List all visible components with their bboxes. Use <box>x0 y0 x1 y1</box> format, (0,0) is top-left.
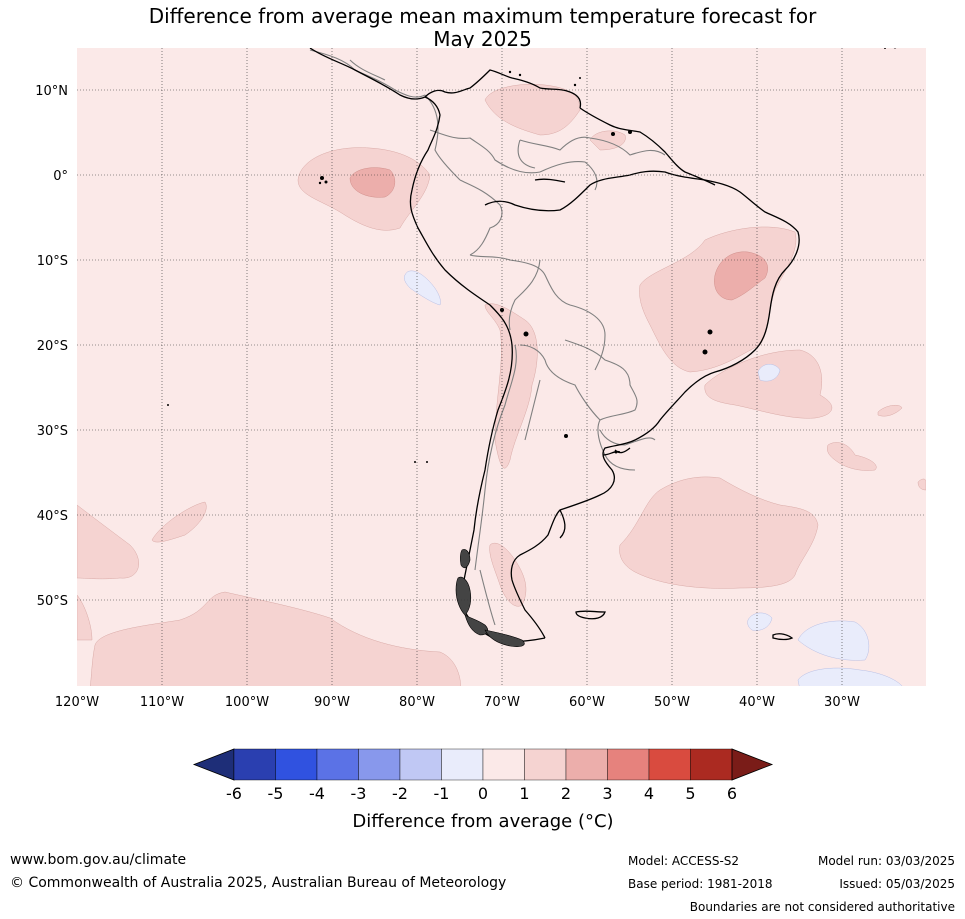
footer-disclaimer: Boundaries are not considered authoritat… <box>689 900 955 914</box>
lon-label: 120°W <box>55 695 99 710</box>
lat-label: 50°S <box>37 594 68 609</box>
anomaly-region-pacific-west-2 <box>77 594 93 641</box>
colorbar-tick-label: 6 <box>727 784 737 803</box>
lat-label: 10°S <box>37 254 68 269</box>
colorbar-segment <box>275 748 318 781</box>
colorbar-label: Difference from average (°C) <box>352 811 613 832</box>
lat-label: 10°N <box>35 84 68 99</box>
colorbar-tick-label: -4 <box>309 784 325 803</box>
lon-label: 60°W <box>569 695 605 710</box>
lon-label: 50°W <box>654 695 690 710</box>
anomaly-core-brazil <box>714 251 768 301</box>
colorbar-segment <box>441 748 484 781</box>
anomaly-region-atlantic-east-2 <box>877 404 903 417</box>
lon-label: 40°W <box>739 695 775 710</box>
colorbar-tick-label: -6 <box>226 784 242 803</box>
footer-model: Model: ACCESS-S2 <box>628 854 740 868</box>
colorbar-segment <box>482 748 525 781</box>
colorbar-tick-label: 1 <box>519 784 529 803</box>
colorbar-segment <box>399 748 442 781</box>
lat-label: 20°S <box>37 339 68 354</box>
colorbar-tick-label: -3 <box>351 784 367 803</box>
anomaly-region-pacific-small <box>151 501 207 543</box>
lon-label: 90°W <box>314 695 350 710</box>
title-line-2: May 2025 <box>433 27 532 51</box>
anomaly-region-south-atlantic-2 <box>619 476 819 589</box>
graticule <box>77 48 926 686</box>
negative-region-peru-coast <box>403 270 441 306</box>
colorbar-tick-label: 4 <box>644 784 654 803</box>
footer-base-period: Base period: 1981-2018 <box>628 877 773 891</box>
footer-copyright: © Commonwealth of Australia 2025, Austra… <box>10 875 507 891</box>
colorbar-high-extension <box>731 748 774 781</box>
colorbar: -6 -5 -4 -3 -2 -1 0 1 2 3 4 5 6 Difference from aver… <box>192 748 774 832</box>
forecast-map: 10°N 0° 10°S 20°S 30°S 40°S 50°S 120°W 1… <box>35 48 926 832</box>
colorbar-segment <box>690 748 733 781</box>
negative-region-brazil-coast <box>757 364 781 382</box>
footer-issued: Issued: 05/03/2025 <box>839 877 955 891</box>
colorbar-tick-label: 3 <box>602 784 612 803</box>
anomaly-region-atlantic-far <box>917 478 926 491</box>
negative-region-small <box>747 612 773 631</box>
footer-model-run: Model run: 03/03/2025 <box>817 854 955 868</box>
lon-label: 110°W <box>140 695 184 710</box>
small-islands <box>167 48 897 463</box>
map-title: Difference from average mean maximum tem… <box>0 5 965 51</box>
anomaly-region-south-atlantic <box>704 349 832 419</box>
colorbar-segment <box>316 748 359 781</box>
lat-label: 0° <box>53 169 68 184</box>
colorbar-tick-label: -1 <box>434 784 450 803</box>
colorbar-segment <box>233 748 276 781</box>
chile-archipelago <box>455 549 525 647</box>
colorbar-segment <box>565 748 608 781</box>
title-line-1: Difference from average mean maximum tem… <box>148 4 817 28</box>
footer-website[interactable]: www.bom.gov.au/climate <box>10 852 187 868</box>
anomaly-region-south-pacific <box>90 591 461 686</box>
anomaly-region-atlantic-east <box>827 442 877 471</box>
lat-label: 30°S <box>37 424 68 439</box>
lat-label: 40°S <box>37 509 68 524</box>
colorbar-low-extension <box>192 748 235 781</box>
colorbar-tick-label: -2 <box>392 784 408 803</box>
colorbar-tick-label: -5 <box>268 784 284 803</box>
colorbar-segment <box>607 748 650 781</box>
colorbar-tick-label: 0 <box>478 784 488 803</box>
negative-region-south-atlantic <box>797 667 903 686</box>
negative-region-south-atlantic-2 <box>797 620 870 661</box>
longitude-labels: 120°W 110°W 100°W 90°W 80°W 70°W 60°W 50… <box>55 695 860 710</box>
colorbar-segment <box>358 748 401 781</box>
lon-label: 80°W <box>399 695 435 710</box>
latitude-labels: 10°N 0° 10°S 20°S 30°S 40°S 50°S <box>35 84 68 609</box>
colorbar-segment <box>648 748 691 781</box>
colorbar-tick-label: 5 <box>685 784 695 803</box>
colorbar-tick-label: 2 <box>561 784 571 803</box>
lon-label: 30°W <box>824 695 860 710</box>
country-borders <box>309 49 666 626</box>
colorbar-segment <box>524 748 567 781</box>
anomaly-region-caribbean <box>484 84 581 136</box>
lon-label: 70°W <box>484 695 520 710</box>
lon-label: 100°W <box>225 695 269 710</box>
anomaly-region-pacific-west <box>77 504 139 580</box>
